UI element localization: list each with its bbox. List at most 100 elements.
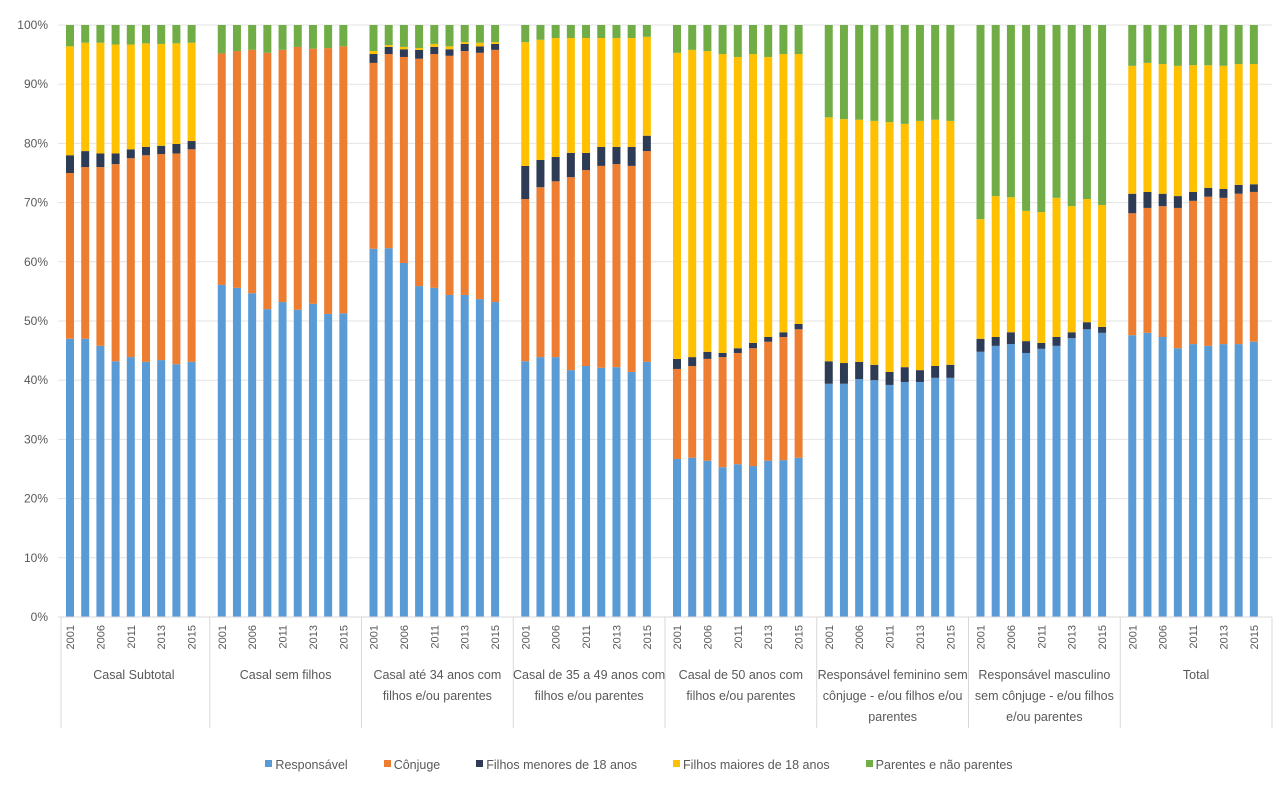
bar-segment-parentes-e-n-o-parentes: [900, 25, 909, 124]
bar-segment-respons-vel: [733, 464, 742, 617]
bar-segment-filhos-maiores-de-18-anos: [931, 119, 940, 366]
group-label: Responsável feminino sem: [818, 668, 968, 682]
bar-segment-parentes-e-n-o-parentes: [1098, 25, 1107, 205]
bar-segment-filhos-menores-de-18-anos: [597, 146, 606, 166]
group-label: Casal Subtotal: [93, 668, 174, 682]
x-tick-label: 2015: [490, 625, 502, 649]
bar-segment-filhos-maiores-de-18-anos: [1067, 206, 1076, 333]
bar-segment-filhos-maiores-de-18-anos: [1098, 204, 1107, 327]
bar-segment-respons-vel: [278, 302, 287, 617]
legend-swatch-filhos-maiores: [673, 759, 681, 767]
bar-segment-respons-vel: [839, 383, 848, 617]
group-label: Casal até 34 anos com: [373, 668, 501, 682]
x-tick-label: 2006: [95, 625, 107, 649]
y-tick-label: 60%: [24, 255, 48, 269]
bar-segment-respons-vel: [96, 345, 105, 617]
bar-segment-filhos-menores-de-18-anos: [1006, 332, 1015, 345]
bar-segment-filhos-menores-de-18-anos: [1143, 191, 1152, 208]
bar-segment-parentes-e-n-o-parentes: [445, 25, 454, 47]
bar-segment-parentes-e-n-o-parentes: [855, 25, 864, 120]
bar-segment-filhos-menores-de-18-anos: [824, 361, 833, 384]
x-tick-label: 2011: [885, 625, 897, 649]
bar-segment-parentes-e-n-o-parentes: [824, 25, 833, 118]
bar-segment-filhos-maiores-de-18-anos: [521, 42, 530, 166]
bar-segment-filhos-maiores-de-18-anos: [582, 38, 591, 153]
bar-segment-filhos-menores-de-18-anos: [1234, 184, 1243, 194]
bar-segment-parentes-e-n-o-parentes: [718, 25, 727, 55]
bar-segment-c-njuge: [597, 165, 606, 368]
bar-segment-filhos-maiores-de-18-anos: [1219, 65, 1228, 189]
bar-segment-respons-vel: [1128, 335, 1137, 617]
bar-segment-filhos-maiores-de-18-anos: [824, 117, 833, 362]
bar-segment-filhos-maiores-de-18-anos: [1189, 65, 1198, 192]
x-tick-label: 2006: [702, 625, 714, 649]
bar-segment-filhos-menores-de-18-anos: [718, 352, 727, 358]
bar-segment-respons-vel: [1173, 348, 1182, 617]
bar-segment-filhos-menores-de-18-anos: [430, 46, 439, 55]
bar-segment-filhos-maiores-de-18-anos: [1037, 212, 1046, 343]
bar-segment-filhos-menores-de-18-anos: [870, 364, 879, 381]
bar-segment-respons-vel: [946, 377, 955, 617]
bar-segment-c-njuge: [551, 181, 560, 358]
bar-segment-filhos-maiores-de-18-anos: [642, 36, 651, 136]
bar-segment-respons-vel: [885, 384, 894, 617]
bar-segment-filhos-menores-de-18-anos: [1037, 342, 1046, 349]
bar-segment-filhos-menores-de-18-anos: [1158, 193, 1167, 207]
bar-segment-filhos-maiores-de-18-anos: [900, 123, 909, 368]
bar-segment-parentes-e-n-o-parentes: [1143, 25, 1152, 63]
bar-segment-parentes-e-n-o-parentes: [308, 25, 317, 49]
group-label: Casal de 50 anos com: [679, 668, 803, 682]
bar-segment-respons-vel: [369, 248, 378, 617]
bar-segment-parentes-e-n-o-parentes: [339, 25, 348, 47]
bar-segment-respons-vel: [673, 458, 681, 617]
bar-segment-parentes-e-n-o-parentes: [779, 25, 788, 55]
bar-segment-filhos-maiores-de-18-anos: [491, 42, 500, 44]
y-tick-label: 20%: [24, 492, 48, 506]
bar-segment-filhos-menores-de-18-anos: [976, 338, 985, 352]
bar-segment-c-njuge: [430, 54, 439, 288]
bar-segment-c-njuge: [673, 368, 681, 459]
bar-segment-parentes-e-n-o-parentes: [1234, 25, 1243, 65]
bar-segment-parentes-e-n-o-parentes: [1173, 25, 1182, 66]
bar-segment-parentes-e-n-o-parentes: [491, 25, 500, 43]
bar-segment-c-njuge: [172, 153, 181, 365]
bar-segment-respons-vel: [232, 287, 241, 617]
bar-segment-respons-vel: [1022, 352, 1031, 617]
bar-segment-parentes-e-n-o-parentes: [1128, 25, 1137, 66]
bar-segment-filhos-menores-de-18-anos: [794, 323, 803, 330]
bar-segment-filhos-menores-de-18-anos: [627, 146, 636, 166]
bar-segment-filhos-menores-de-18-anos: [384, 46, 393, 55]
x-tick-label: 2006: [247, 625, 259, 649]
bar-segment-parentes-e-n-o-parentes: [278, 25, 287, 50]
stacked-bar-chart: 0%10%20%30%40%50%60%70%80%90%100% 2001 20…: [17, 18, 1273, 728]
bar-segment-c-njuge: [415, 58, 424, 287]
bar-segment-respons-vel: [597, 367, 606, 617]
bar-segment-respons-vel: [81, 338, 90, 617]
bar-segment-c-njuge: [111, 164, 120, 362]
x-tick-label: 2011: [429, 625, 441, 649]
bar-segment-c-njuge: [293, 46, 302, 310]
bar-segment-filhos-menores-de-18-anos: [642, 135, 651, 152]
bar-segment-filhos-maiores-de-18-anos: [597, 38, 606, 147]
bar-segment-c-njuge: [232, 51, 241, 288]
bar-segment-respons-vel: [475, 299, 484, 617]
bar-segment-filhos-maiores-de-18-anos: [673, 52, 681, 359]
bar-segment-filhos-menores-de-18-anos: [521, 165, 530, 200]
bar-segment-filhos-maiores-de-18-anos: [551, 38, 560, 158]
bar-segment-c-njuge: [566, 177, 575, 371]
bar-segment-parentes-e-n-o-parentes: [688, 25, 697, 50]
group-label: filhos e/ou parentes: [383, 689, 492, 703]
bar-segment-filhos-maiores-de-18-anos: [172, 43, 181, 144]
bar-segment-c-njuge: [1128, 213, 1137, 336]
bar-segment-respons-vel: [1234, 344, 1243, 617]
bar-segment-filhos-menores-de-18-anos: [1249, 184, 1258, 192]
bar-segment-filhos-maiores-de-18-anos: [839, 119, 848, 364]
bar-segment-parentes-e-n-o-parentes: [673, 25, 681, 53]
bar-segment-filhos-maiores-de-18-anos: [976, 219, 985, 339]
bar-segment-parentes-e-n-o-parentes: [597, 25, 606, 39]
bar-segment-c-njuge: [81, 167, 90, 339]
bar-segment-parentes-e-n-o-parentes: [460, 25, 469, 43]
bar-segment-filhos-menores-de-18-anos: [688, 357, 697, 366]
x-tick-label: 2013: [156, 625, 168, 649]
x-tick-label: 2015: [1249, 625, 1261, 649]
